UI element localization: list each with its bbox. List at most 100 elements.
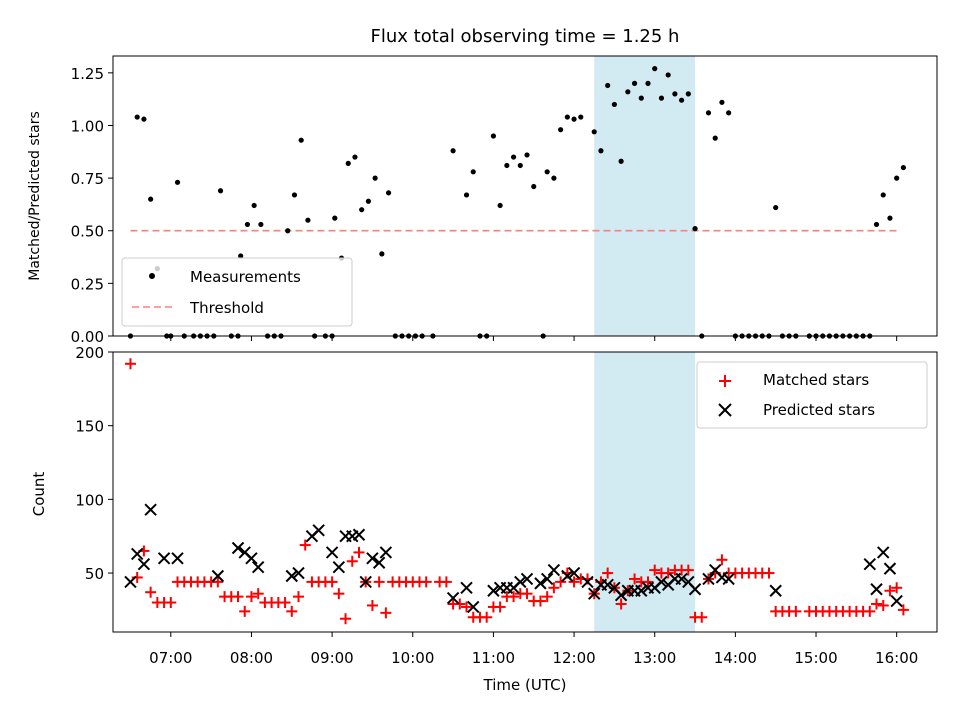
measurement-points	[127, 66, 906, 339]
legend-threshold-label: Threshold	[189, 299, 264, 317]
matched-star-point	[293, 591, 305, 603]
matched-star-point	[877, 599, 889, 611]
matched-star-point	[555, 576, 567, 588]
matched-star-point	[346, 555, 358, 567]
measurement-point	[658, 95, 665, 101]
y-axis-bottom: 50 100 150 200	[75, 344, 113, 583]
matched-star-point	[299, 539, 311, 551]
measurement-point	[712, 135, 718, 141]
predicted-star-point	[312, 524, 325, 537]
predicted-star-point	[366, 552, 379, 565]
measurement-point	[571, 116, 577, 122]
predicted-star-point	[211, 569, 225, 583]
measurement-point	[638, 95, 644, 101]
matched-star-point	[440, 576, 452, 588]
predicted-star-point	[137, 558, 151, 571]
measurement-point	[773, 204, 779, 211]
predicted-star-point	[460, 581, 473, 594]
measurement-point	[379, 251, 385, 257]
matched-star-point	[326, 576, 338, 588]
legend-top: Measurements Threshold	[121, 257, 353, 327]
chart-title: Flux total observing time = 1.25 h	[371, 26, 680, 47]
measurement-point	[305, 217, 311, 223]
legend-matched-marker	[719, 375, 731, 387]
measurement-point	[372, 175, 378, 181]
measurement-point	[174, 179, 181, 185]
matched-star-point	[454, 598, 466, 610]
predicted-star-point	[467, 600, 480, 614]
matched-star-point	[461, 601, 473, 613]
predicted-star-point	[588, 587, 601, 600]
predicted-star-point	[251, 560, 265, 574]
matched-star-point	[380, 607, 392, 619]
predicted-star-point	[635, 584, 648, 597]
x-tick-label: 09:00	[310, 649, 353, 667]
x-tick-label: 08:00	[230, 649, 273, 667]
predicted-star-point	[520, 572, 534, 586]
predicted-star-point	[877, 546, 890, 559]
matched-star-point	[763, 567, 775, 579]
y-tick-label-bottom: 50	[85, 565, 104, 583]
predicted-star-point	[722, 572, 735, 586]
predicted-star-point	[702, 572, 715, 586]
measurement-point	[551, 175, 557, 181]
legend-predicted-marker	[718, 403, 732, 417]
predicted-star-point	[292, 566, 305, 580]
x-tick-label: 15:00	[794, 649, 837, 667]
measurement-point	[450, 148, 456, 154]
measurement-point	[298, 137, 304, 143]
predicted-star-point	[487, 584, 500, 597]
measurement-point	[510, 154, 517, 160]
measurement-point	[345, 160, 351, 166]
measurement-point	[719, 99, 725, 105]
y-tick-label-top: 0.75	[71, 170, 104, 188]
x-tick-label: 11:00	[472, 649, 515, 667]
matched-star-point	[884, 585, 896, 597]
predicted-star-point	[688, 583, 702, 596]
x-tick-label: 14:00	[714, 649, 757, 667]
predicted-star-point	[144, 503, 157, 516]
matched-star-point	[642, 576, 654, 588]
y-axis-top: 0.00 0.25 0.50 0.75 1.00 1.25	[71, 65, 113, 346]
matched-star-point	[420, 576, 432, 588]
x-axis-bottom: 07:00 08:00 09:00 10:00 11:00 12:00 13:00 14:00…	[149, 632, 918, 667]
measurement-point	[470, 169, 476, 175]
y-tick-label-bottom: 200	[75, 344, 104, 362]
measurement-point	[705, 110, 712, 116]
predicted-star-point	[231, 541, 245, 555]
measurement-point	[672, 91, 678, 97]
highlight-span-top	[594, 56, 696, 336]
y-tick-label-top: 0.00	[71, 328, 104, 346]
predicted-star-point	[561, 569, 574, 583]
matched-star-point	[662, 567, 674, 579]
predicted-star-point	[675, 572, 688, 586]
y-tick-label-top: 0.25	[71, 275, 104, 293]
matched-star-point	[286, 605, 298, 617]
measurement-point	[605, 82, 611, 89]
measurement-point	[894, 175, 900, 181]
predicted-star-point	[863, 558, 876, 571]
predicted-star-point	[352, 528, 366, 541]
measurement-point	[900, 164, 906, 171]
predicted-star-point	[601, 578, 614, 592]
matched-star-point	[521, 588, 533, 600]
predicted-star-point	[245, 552, 258, 565]
measurement-point	[134, 114, 140, 120]
matched-star-point	[629, 573, 641, 585]
measurement-point	[524, 152, 530, 158]
predicted-star-point	[171, 552, 184, 565]
measurement-point	[618, 158, 624, 164]
predicted-star-point	[655, 575, 668, 589]
measurement-point	[365, 198, 371, 204]
x-tick-label: 07:00	[149, 649, 192, 667]
matched-star-point	[252, 588, 264, 600]
measurement-point	[598, 148, 604, 154]
measurement-point	[463, 192, 470, 198]
matched-star-point	[682, 564, 694, 576]
predicted-star-point	[446, 591, 460, 605]
measurement-point	[887, 215, 893, 221]
measurement-point	[141, 116, 147, 122]
predicted-star-point	[514, 575, 527, 589]
y-tick-label-bottom: 100	[75, 491, 104, 509]
